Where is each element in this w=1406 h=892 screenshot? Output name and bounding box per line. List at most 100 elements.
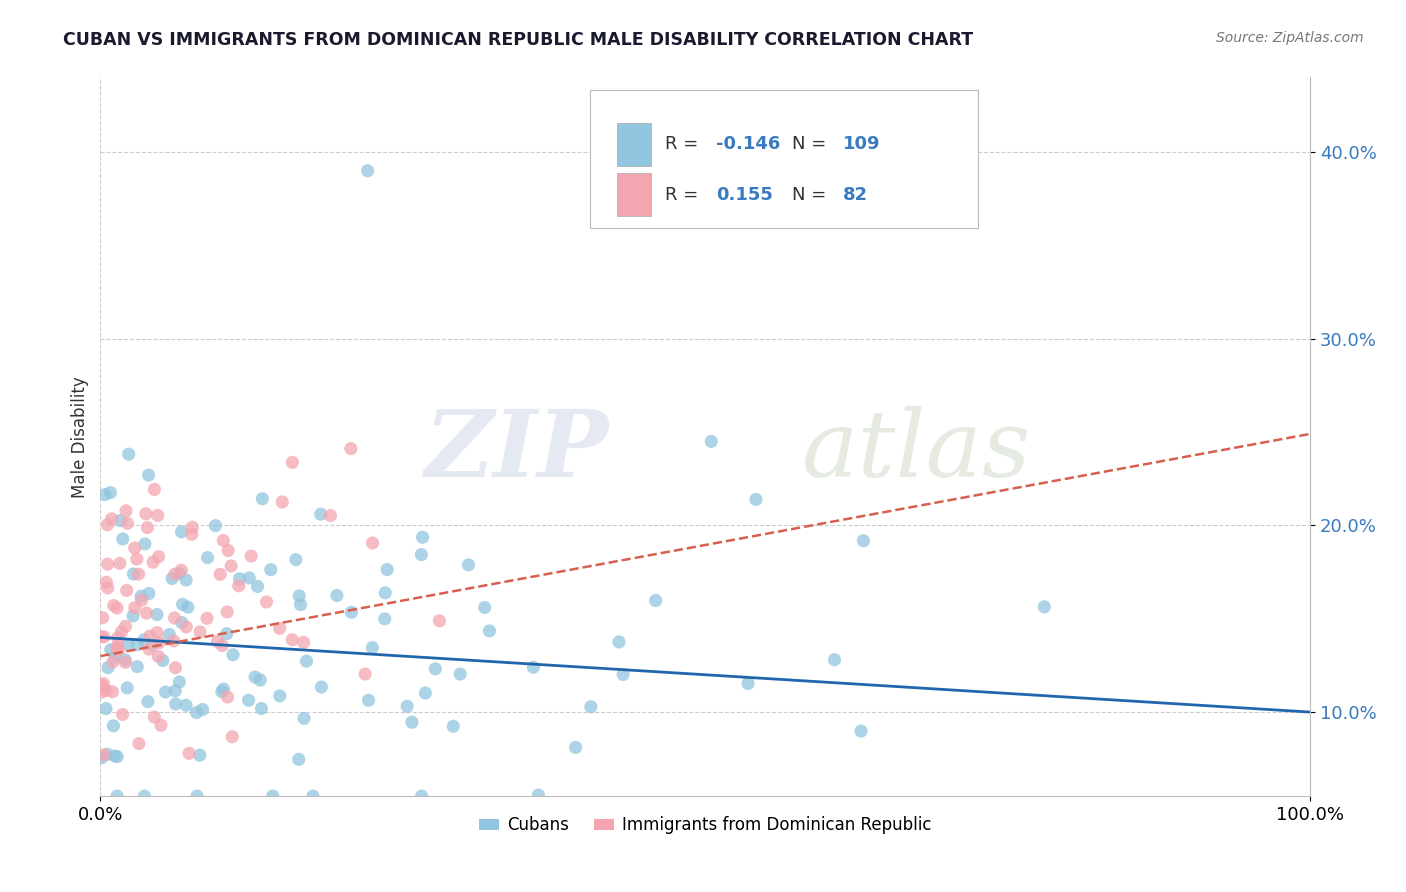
Point [117,637,139,651]
Point [217,605,239,619]
Point [174,620,197,634]
Y-axis label: Male Disability: Male Disability [72,376,89,498]
Text: 82: 82 [844,186,869,203]
Point [311,680,333,694]
Point [94,701,117,715]
Point [579,699,602,714]
Point [401,715,423,730]
Point [357,693,380,707]
Point [136,695,159,709]
Point [412,530,434,544]
Point [457,558,479,572]
Text: -0.146: -0.146 [716,136,780,153]
Point [90,751,112,765]
Point [186,789,208,803]
Point [146,607,169,622]
Point [449,667,471,681]
Point [478,624,501,638]
Point [824,653,846,667]
Point [271,495,294,509]
Point [143,710,166,724]
Point [188,748,211,763]
Point [107,643,129,657]
Point [361,536,384,550]
Point [170,615,193,630]
Point [97,557,120,571]
Point [252,491,274,506]
Point [114,619,136,633]
Point [160,572,183,586]
Point [852,533,875,548]
Point [396,699,419,714]
Point [105,749,128,764]
Point [204,518,226,533]
Point [125,552,148,566]
Point [207,634,229,648]
Point [361,640,384,655]
Point [100,485,122,500]
Point [114,653,136,667]
Point [103,599,125,613]
Point [115,681,138,695]
Point [174,573,197,587]
Point [117,516,139,531]
Point [135,606,157,620]
Point [180,527,202,541]
Point [118,447,141,461]
Text: R =: R = [665,136,704,153]
Point [181,520,204,534]
Point [564,740,586,755]
Point [134,789,156,803]
Point [284,552,307,566]
Point [96,747,118,762]
Text: Source: ZipAtlas.com: Source: ZipAtlas.com [1216,31,1364,45]
Point [115,583,138,598]
Point [644,593,666,607]
Text: ZIP: ZIP [425,406,609,496]
Point [217,543,239,558]
Point [269,621,291,635]
Point [124,541,146,555]
Point [104,650,127,665]
Point [141,638,163,652]
Point [228,579,250,593]
Point [146,508,169,523]
Point [115,504,138,518]
Point [246,579,269,593]
FancyBboxPatch shape [617,123,651,166]
Legend: Cubans, Immigrants from Dominican Republic: Cubans, Immigrants from Dominican Republ… [479,816,932,835]
Point [340,605,363,619]
Point [105,640,128,655]
FancyBboxPatch shape [617,173,651,216]
Point [127,659,149,673]
Point [292,711,315,725]
Point [148,636,170,650]
Point [290,598,312,612]
Point [96,517,118,532]
Point [124,600,146,615]
Point [262,789,284,803]
Point [474,600,496,615]
Point [177,600,200,615]
Text: 109: 109 [844,136,880,153]
Point [107,631,129,645]
Point [269,689,291,703]
Point [111,707,134,722]
Point [100,512,122,526]
Point [425,662,447,676]
Point [219,558,242,573]
Point [129,589,152,603]
Point [222,648,245,662]
Point [250,701,273,715]
Point [375,562,398,576]
Point [138,586,160,600]
Point [527,788,550,802]
Point [148,649,170,664]
Point [165,661,187,675]
Point [522,660,544,674]
Point [163,567,186,582]
Point [260,563,283,577]
Point [288,752,311,766]
Text: CUBAN VS IMMIGRANTS FROM DOMINICAN REPUBLIC MALE DISABILITY CORRELATION CHART: CUBAN VS IMMIGRANTS FROM DOMINICAN REPUB… [63,31,973,49]
Point [228,572,250,586]
